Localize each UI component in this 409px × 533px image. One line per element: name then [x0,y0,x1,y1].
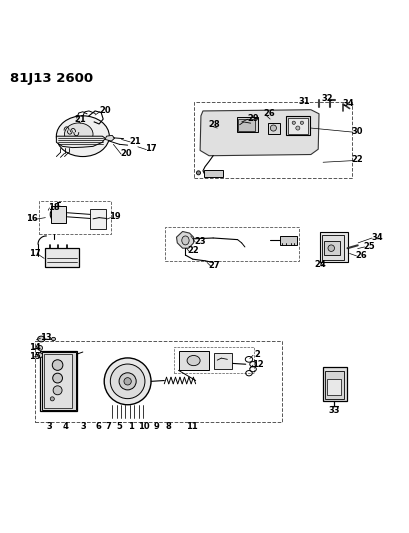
Text: 12: 12 [252,360,263,369]
Bar [174,347,253,373]
Bar [44,354,72,408]
Ellipse shape [64,123,93,146]
Text: 21: 21 [129,136,140,146]
Bar [324,371,343,399]
Ellipse shape [52,360,63,370]
Text: 16: 16 [27,214,38,223]
Bar [42,352,75,410]
Bar [319,232,347,262]
Text: 31: 31 [298,98,310,107]
Text: 26: 26 [263,109,274,118]
Text: 1: 1 [128,422,133,431]
Text: 19: 19 [108,212,120,221]
Polygon shape [176,231,193,248]
Text: 18: 18 [48,203,60,212]
Text: 5: 5 [116,422,122,431]
Bar [267,123,280,134]
Ellipse shape [50,397,54,401]
Bar [204,169,222,177]
Ellipse shape [104,358,151,405]
Ellipse shape [295,126,299,130]
Bar [51,206,65,222]
Ellipse shape [299,121,303,124]
Ellipse shape [38,353,43,358]
Ellipse shape [53,209,63,220]
Text: 30: 30 [351,127,362,136]
Bar [178,351,209,370]
Text: 29: 29 [247,114,258,123]
Ellipse shape [53,373,62,383]
Text: 33: 33 [328,406,339,415]
Bar [280,236,296,245]
Ellipse shape [38,336,45,342]
Bar [193,102,352,177]
Ellipse shape [110,364,144,399]
Bar [322,367,346,401]
Polygon shape [56,136,105,148]
Text: 23: 23 [194,237,205,246]
Bar [35,342,282,422]
Ellipse shape [56,116,109,157]
Bar [165,228,299,261]
Text: 6: 6 [95,422,101,431]
Ellipse shape [124,378,131,385]
Ellipse shape [196,171,200,175]
Text: 17: 17 [29,249,40,258]
Text: 7: 7 [105,422,111,431]
Ellipse shape [38,345,43,350]
Text: 32: 32 [321,94,332,103]
Text: 2: 2 [254,350,259,359]
Text: 28: 28 [208,120,219,130]
Ellipse shape [181,236,189,245]
Text: 25: 25 [363,241,375,251]
Text: 13: 13 [39,333,51,342]
Text: 22: 22 [187,246,198,255]
Text: 11: 11 [186,422,198,431]
Ellipse shape [119,373,136,390]
Polygon shape [200,110,318,156]
Text: 20: 20 [120,149,131,158]
Ellipse shape [292,121,294,124]
Bar [288,118,307,134]
Bar [90,209,106,229]
Text: 17: 17 [144,144,156,154]
Ellipse shape [327,245,334,252]
Text: 20: 20 [99,107,110,116]
Text: 4: 4 [63,422,68,431]
Text: 34: 34 [370,233,382,241]
Ellipse shape [52,337,55,341]
Ellipse shape [270,125,276,131]
Bar [321,235,344,261]
Ellipse shape [50,206,66,222]
Text: 26: 26 [355,251,366,260]
Ellipse shape [187,356,200,366]
Text: 24: 24 [314,260,326,269]
Text: 15: 15 [29,352,40,361]
Bar [236,117,257,132]
Bar [45,248,79,268]
Bar [39,200,111,234]
Bar [40,351,77,411]
Text: 34: 34 [342,99,353,108]
Text: 14: 14 [29,343,40,352]
Bar [213,353,232,369]
Bar [324,241,339,255]
Text: 10: 10 [138,422,149,431]
Text: 27: 27 [208,261,219,270]
Bar [326,379,340,395]
Text: 3: 3 [47,422,52,431]
Text: 22: 22 [351,155,363,164]
Text: 21: 21 [74,116,85,124]
Bar [238,119,255,131]
Ellipse shape [53,386,62,395]
Text: 8: 8 [165,422,171,431]
Text: 9: 9 [154,422,160,431]
Text: 81J13 2600: 81J13 2600 [9,72,92,85]
Text: 3: 3 [81,422,86,431]
Polygon shape [105,135,115,141]
Bar [286,116,309,135]
